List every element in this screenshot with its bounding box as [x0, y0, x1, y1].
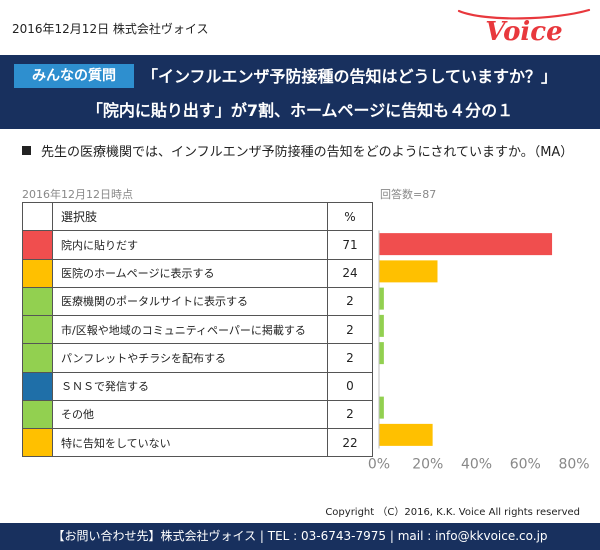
- table-row: ＳＮＳで発信する 0: [22, 371, 373, 401]
- percent-value: 22: [327, 427, 373, 458]
- color-swatch: [22, 399, 53, 430]
- question-text: 先生の医療機関では、インフルエンザ予防接種の告知をどのようにされていますか。（M…: [22, 141, 573, 160]
- contact-footer: 【お問い合わせ先】株式会社ヴォイス | TEL : 03-6743-7975 |…: [0, 523, 600, 550]
- top-bar: 2016年12月12日 株式会社ヴォイス Voice: [0, 0, 600, 48]
- choice-label: 院内に貼りだす: [52, 230, 328, 260]
- logo-text: Voice: [485, 17, 562, 47]
- color-swatch: [22, 286, 53, 317]
- options-table: 選択肢 % 院内に貼りだす 71 医院のホームページに表示する 24 医療機関のポータル…: [22, 201, 373, 458]
- section-badge: みんなの質問: [14, 64, 134, 88]
- voice-logo: Voice: [457, 8, 591, 47]
- x-tick-label: 20%: [412, 457, 443, 473]
- copyright-text: Copyright （C）2016, K.K. Voice All rights…: [325, 507, 580, 518]
- percent-column-header: %: [327, 201, 373, 232]
- table-row: パンフレットやチラシを配布する 2: [22, 343, 373, 373]
- percent-value: 71: [327, 230, 373, 260]
- as-of-date: 2016年12月12日時点: [22, 188, 133, 201]
- logo-swoosh: [457, 8, 591, 20]
- table-row: 医院のホームページに表示する 24: [22, 258, 373, 288]
- percent-value: 2: [327, 399, 373, 430]
- percent-value: 2: [327, 286, 373, 317]
- bar: [379, 233, 553, 256]
- x-tick-label: 40%: [461, 457, 492, 473]
- bar: [379, 396, 384, 419]
- respondent-count: 回答数=87: [380, 188, 437, 201]
- survey-question-headline: 「インフルエンザ予防接種の告知はどうしていますか？」: [142, 67, 558, 86]
- bar: [379, 260, 438, 283]
- table-row: その他 2: [22, 399, 373, 430]
- survey-result-headline: 「院内に貼り出す」が7割、ホームページに告知も４分の１: [86, 101, 514, 120]
- color-swatch: [22, 258, 53, 288]
- color-swatch: [22, 314, 53, 345]
- x-tick-label: 60%: [510, 457, 541, 473]
- color-swatch: [22, 371, 53, 401]
- choice-label: 医院のホームページに表示する: [52, 258, 328, 288]
- headline-banner: みんなの質問 「インフルエンザ予防接種の告知はどうしていますか？」 「院内に貼り…: [0, 55, 600, 129]
- percent-value: 2: [327, 343, 373, 373]
- choice-label: 特に告知をしていない: [52, 427, 328, 458]
- x-tick-label: 0%: [368, 457, 390, 473]
- bar: [379, 314, 384, 337]
- choice-label: その他: [52, 399, 328, 430]
- bar: [379, 287, 384, 310]
- table-row: 医療機関のポータルサイトに表示する 2: [22, 286, 373, 317]
- choice-label: パンフレットやチラシを配布する: [52, 343, 328, 373]
- bar: [379, 423, 433, 446]
- bar: [379, 342, 384, 365]
- color-swatch: [22, 230, 53, 260]
- color-header-cell: [22, 201, 53, 232]
- color-swatch: [22, 343, 53, 373]
- x-tick-label: 80%: [558, 457, 589, 473]
- choice-label: ＳＮＳで発信する: [52, 371, 328, 401]
- choice-label: 市/区報や地域のコミュニティペーパーに掲載する: [52, 314, 328, 345]
- bar-chart: 0% 20% 40% 60% 80%: [368, 230, 590, 473]
- date-company-label: 2016年12月12日 株式会社ヴォイス: [12, 22, 209, 36]
- table-header-row: 選択肢 %: [22, 201, 373, 232]
- question-label: 先生の医療機関では、インフルエンザ予防接種の告知をどのようにされていますか。（M…: [41, 145, 574, 160]
- color-swatch: [22, 427, 53, 458]
- table-row: 院内に貼りだす 71: [22, 230, 373, 260]
- choice-label: 医療機関のポータルサイトに表示する: [52, 286, 328, 317]
- table-row: 市/区報や地域のコミュニティペーパーに掲載する 2: [22, 314, 373, 345]
- bullet-square-icon: [22, 146, 31, 155]
- choice-column-header: 選択肢: [52, 201, 328, 232]
- table-row: 特に告知をしていない 22: [22, 427, 373, 458]
